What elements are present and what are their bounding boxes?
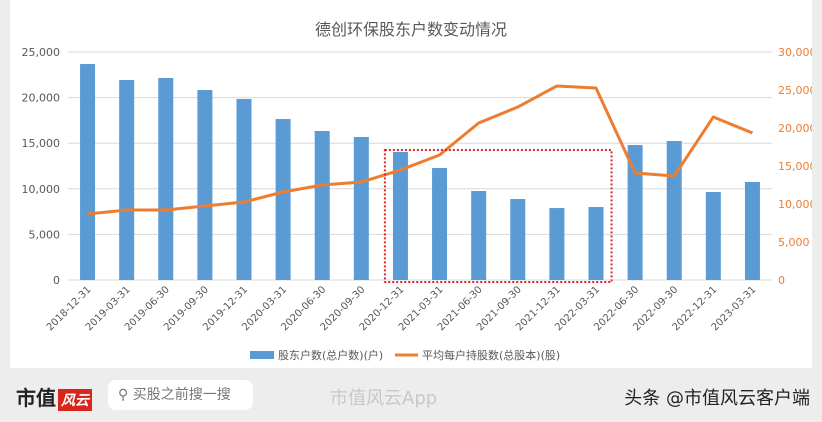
bar: [471, 190, 487, 280]
bar: [353, 136, 369, 280]
bar: [705, 191, 721, 280]
bar: [275, 119, 291, 280]
bar: [666, 141, 682, 280]
legend-swatch-bar: [250, 351, 274, 359]
bar: [510, 199, 526, 280]
right-tick-label: 15,000: [778, 160, 812, 173]
source-label: 头条 @市值风云客户端: [624, 388, 810, 409]
left-tick-label: 10,000: [22, 183, 61, 196]
bar: [197, 90, 213, 281]
right-tick-label: 30,000: [778, 46, 812, 59]
bar: [236, 98, 252, 280]
chart-title: 德创环保股东户数变动情况: [315, 20, 507, 39]
chart: 德创环保股东户数变动情况 0 5,000 10,000 15,000 20,000 25,0…: [22, 20, 813, 362]
left-tick-label: 25,000: [22, 46, 61, 59]
right-tick-label: 5,000: [778, 236, 810, 249]
search-box[interactable]: ⚲ 买股之前搜一搜: [108, 380, 253, 410]
bar: [627, 145, 643, 280]
bar: [744, 181, 760, 280]
bar: [432, 168, 448, 280]
watermark-text: 市值风云App: [330, 388, 438, 409]
legend-label-line: 平均每户持股数(总股本)(股): [422, 348, 560, 362]
right-tick-label: 0: [778, 274, 785, 287]
brand-logo: 市值 风云: [16, 382, 92, 411]
line-series: [87, 84, 754, 216]
footer: 市值 风云 ⚲ 买股之前搜一搜 市值风云App 头条 @市值风云客户端: [0, 370, 822, 422]
bar: [119, 79, 135, 280]
highlight-box: [383, 149, 613, 283]
bar: [549, 208, 565, 280]
bar: [158, 77, 174, 280]
legend-label-bar: 股东户数(总户数)(户): [278, 348, 383, 362]
right-tick-label: 10,000: [778, 198, 812, 211]
bar: [392, 151, 408, 280]
bar: [80, 64, 96, 281]
bar: [314, 130, 330, 280]
bar: [588, 207, 604, 280]
left-tick-label: 5,000: [29, 228, 61, 241]
left-tick-label: 20,000: [22, 92, 61, 105]
search-icon: ⚲: [118, 387, 133, 403]
chart-panel: 德创环保股东户数变动情况 0 5,000 10,000 15,000 20,000 25,0…: [10, 0, 812, 368]
right-tick-label: 25,000: [778, 84, 812, 97]
right-tick-label: 20,000: [778, 122, 812, 135]
left-tick-label: 0: [53, 274, 60, 287]
left-tick-label: 15,000: [22, 137, 61, 150]
